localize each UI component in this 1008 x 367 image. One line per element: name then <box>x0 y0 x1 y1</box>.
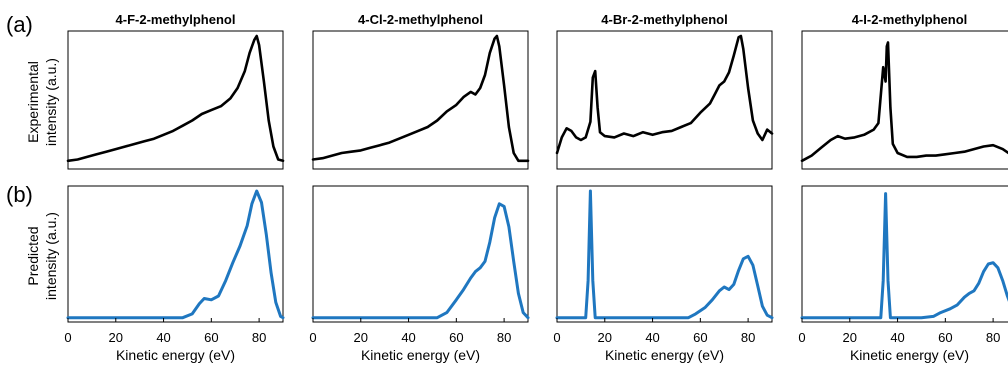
x-tick-label: 20 <box>109 330 123 345</box>
x-tick-label: 0 <box>309 330 316 345</box>
x-tick-label: 40 <box>156 330 170 345</box>
row-label-b: (b) <box>6 182 33 207</box>
series-line-experimental <box>800 41 1008 163</box>
series-line-experimental <box>66 34 285 163</box>
ylabel-predicted-line2: intensity (a.u.) <box>43 212 59 300</box>
x-axis-label: Kinetic energy (eV) <box>361 347 480 363</box>
panel-title: 4-I-2-methylphenol <box>852 12 968 27</box>
ylabel-experimental-line2: intensity (a.u.) <box>43 58 59 146</box>
plot-frame-experimental <box>801 30 1008 170</box>
series-line-experimental <box>311 34 530 163</box>
x-axis-label: Kinetic energy (eV) <box>116 347 235 363</box>
x-tick-label: 40 <box>401 330 415 345</box>
x-tick-label: 20 <box>843 330 857 345</box>
series-line-predicted <box>800 192 1008 320</box>
plot-frame-predicted <box>801 185 1008 323</box>
row-label-a: (a) <box>6 12 33 37</box>
panel-title: 4-Cl-2-methylphenol <box>358 12 483 27</box>
x-tick-label: 60 <box>449 330 463 345</box>
chart-column-3: 4-I-2-methylphenol 0 20 40 60 80 Kinetic energ… <box>798 12 1008 363</box>
x-tick-label: 20 <box>598 330 612 345</box>
x-tick-label: 80 <box>986 330 1000 345</box>
x-tick-label: 80 <box>741 330 755 345</box>
plot-frame-experimental <box>67 30 284 170</box>
plot-frame-predicted <box>67 185 284 323</box>
x-axis-label: Kinetic energy (eV) <box>850 347 969 363</box>
chart-column-0: 4-F-2-methylphenol 0 20 40 60 80 Kinetic energ… <box>64 12 285 363</box>
plot-frame-predicted <box>312 185 529 323</box>
chart-column-1: 4-Cl-2-methylphenol 0 20 40 60 80 Kinetic ener… <box>309 12 530 363</box>
series-line-experimental <box>555 34 774 155</box>
x-tick-label: 80 <box>252 330 266 345</box>
panels: 4-F-2-methylphenol 0 20 40 60 80 Kinetic energ… <box>64 12 1008 363</box>
x-tick-label: 80 <box>497 330 511 345</box>
x-tick-label: 40 <box>645 330 659 345</box>
ylabel-experimental-line1: Experimental <box>25 61 41 143</box>
plot-frame-predicted <box>556 185 773 323</box>
x-tick-label: 0 <box>64 330 71 345</box>
x-tick-label: 0 <box>798 330 805 345</box>
panel-title: 4-F-2-methylphenol <box>116 12 236 27</box>
x-tick-label: 0 <box>553 330 560 345</box>
panel-title: 4-Br-2-methylphenol <box>601 12 727 27</box>
x-tick-label: 60 <box>204 330 218 345</box>
chart-column-2: 4-Br-2-methylphenol 0 20 40 60 80 Kinetic ener… <box>553 12 774 363</box>
series-line-predicted <box>66 189 285 320</box>
x-tick-label: 60 <box>693 330 707 345</box>
series-line-predicted <box>311 202 530 320</box>
x-tick-label: 40 <box>890 330 904 345</box>
plot-frame-experimental <box>556 30 773 170</box>
x-axis-label: Kinetic energy (eV) <box>605 347 724 363</box>
ylabel-predicted-line1: Predicted <box>25 226 41 285</box>
plot-frame-experimental <box>312 30 529 170</box>
series-line-predicted <box>555 189 774 320</box>
x-tick-label: 20 <box>354 330 368 345</box>
x-tick-label: 60 <box>938 330 952 345</box>
